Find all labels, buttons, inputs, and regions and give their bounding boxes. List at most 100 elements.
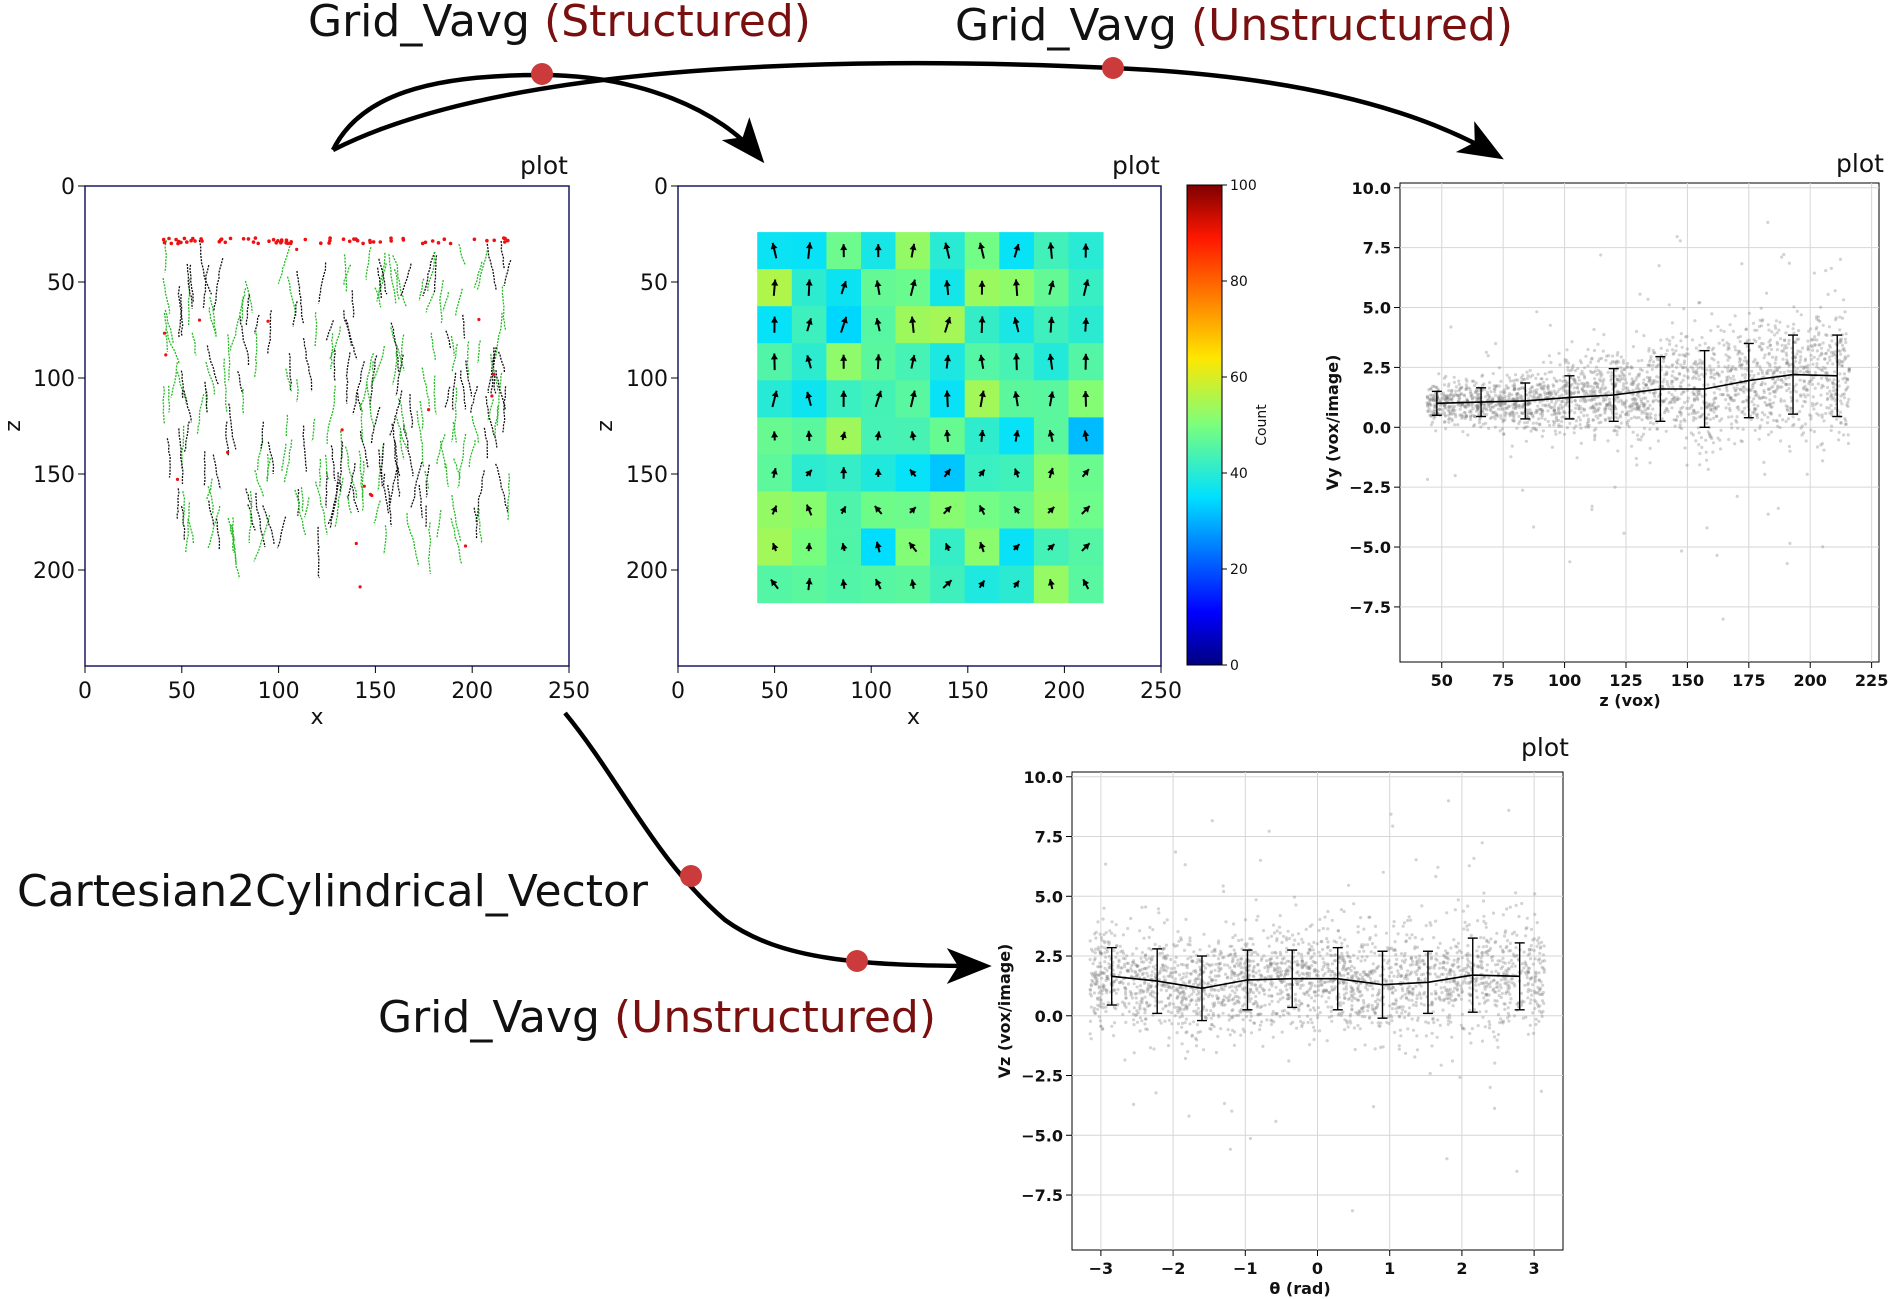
vz-scatter-point — [1222, 994, 1227, 999]
vy-scatter-point — [1847, 367, 1851, 371]
vz-scatter-point — [1530, 976, 1534, 980]
grid-ytick-label: 200 — [626, 559, 668, 584]
vy-scatter-point — [1528, 401, 1532, 405]
vy-scatter-point — [1464, 415, 1468, 419]
particle-track — [339, 441, 344, 492]
velocity-arrowhead — [1047, 242, 1055, 249]
vy-scatter-point — [1607, 390, 1611, 394]
vy-scatter-point — [1630, 397, 1634, 401]
vz-scatter-point — [1420, 904, 1424, 908]
vz-scatter-point — [1542, 968, 1546, 972]
vz-scatter-point — [1403, 1010, 1407, 1014]
vy-scatter-point — [1531, 426, 1535, 431]
track-start-point — [442, 237, 447, 241]
vz-scatter-point — [1213, 947, 1217, 951]
particle-track — [177, 286, 184, 337]
particle-track — [345, 352, 351, 404]
vy-scatter-point — [1429, 387, 1433, 391]
vz-scatter-point — [1145, 1027, 1149, 1032]
vz-scatter-point — [1123, 990, 1128, 994]
vy-scatter-point — [1830, 380, 1835, 384]
vy-scatter-point — [1651, 363, 1655, 367]
vy-scatter-point — [1516, 392, 1520, 396]
vy-scatter-point — [1815, 349, 1819, 353]
vy-scatter-point — [1526, 402, 1531, 406]
vz-scatter-point — [1185, 963, 1189, 967]
particle-track — [248, 491, 253, 544]
vz-scatter-point — [1388, 987, 1392, 991]
vz-scatter-point — [1145, 1000, 1149, 1005]
vy-scatter-point — [1621, 377, 1625, 381]
vz-scatter-point — [1388, 1004, 1392, 1008]
vz-scatter-point — [1184, 1003, 1188, 1007]
vz-scatter-point — [1258, 1012, 1262, 1016]
vz-scatter-point — [1094, 947, 1098, 951]
vz-scatter-point — [1097, 986, 1101, 990]
vy-scatter-point — [1823, 357, 1827, 361]
vy-scatter-point — [1816, 315, 1820, 319]
vy-scatter-point — [1787, 444, 1791, 449]
vy-scatter-point — [1486, 398, 1491, 402]
velocity-arrowhead — [771, 279, 779, 286]
vz-scatter-point — [1408, 984, 1412, 988]
vy-scatter-point — [1605, 403, 1609, 407]
vz-scatter-point — [1509, 997, 1513, 1001]
vy-scatter-point — [1775, 340, 1779, 344]
vy-scatter-point — [1753, 407, 1757, 411]
particle-track — [502, 386, 507, 433]
vy-scatter-point — [1457, 396, 1461, 400]
vy-scatter-point — [1603, 411, 1607, 415]
edge-node-unstructured-top[interactable] — [1102, 57, 1124, 79]
vy-scatter-point — [1799, 355, 1803, 359]
vy-scatter-point — [1678, 384, 1682, 388]
vy-scatter-point — [1732, 398, 1736, 402]
edge-node-unstructured-bottom[interactable] — [846, 950, 868, 972]
vy-scatter-point — [1782, 346, 1787, 350]
vy-scatter-point — [1571, 363, 1575, 367]
vz-scatter-point — [1519, 991, 1523, 995]
vy-scatter-point — [1789, 409, 1793, 414]
vy-scatter-point — [1514, 404, 1518, 409]
vy-scatter-point — [1697, 431, 1701, 435]
vy-scatter-point — [1786, 369, 1790, 373]
vy-scatter-point — [1674, 377, 1678, 382]
vy-scatter-point — [1453, 404, 1457, 408]
particle-track — [410, 462, 423, 509]
vy-scatter-point — [1510, 393, 1514, 397]
vz-scatter-point — [1386, 946, 1390, 950]
vz-scatter-point — [1498, 1021, 1502, 1025]
vy-scatter-point — [1558, 411, 1562, 415]
vz-scatter-point — [1540, 993, 1544, 997]
vy-scatter-point — [1787, 386, 1791, 391]
vz-scatter-point — [1228, 1147, 1232, 1151]
vy-scatter-point — [1597, 413, 1601, 418]
vy-scatter-point — [1727, 375, 1731, 379]
vz-scatter-point — [1153, 996, 1157, 1000]
vz-scatter-point — [1297, 980, 1301, 984]
vz-scatter-point — [1184, 1017, 1188, 1021]
vy-scatter-point — [1622, 382, 1626, 386]
vy-scatter-point — [1844, 388, 1848, 392]
vy-scatter-point — [1608, 403, 1612, 407]
vy-axes: 50 75 100 125 150 175 200 22510.07.55.02.50.0−2… — [1323, 179, 1888, 710]
vy-scatter-point — [1841, 392, 1845, 397]
vz-scatter-point — [1146, 982, 1151, 986]
vz-scatter-point — [1241, 1004, 1245, 1008]
edge-node-cylindrical[interactable] — [680, 865, 702, 887]
vy-scatter-point — [1437, 407, 1441, 411]
vz-scatter-point — [1424, 924, 1428, 928]
vz-scatter-point — [1208, 992, 1212, 997]
edge-node-structured[interactable] — [531, 63, 553, 85]
vy-scatter-point — [1576, 390, 1581, 394]
particle-track — [458, 243, 466, 266]
vz-scatter-point — [1221, 1011, 1225, 1015]
particle-track — [227, 517, 236, 541]
vz-scatter-point — [1248, 987, 1253, 991]
vz-scatter-point — [1525, 926, 1529, 930]
vy-scatter-point — [1753, 328, 1757, 332]
vz-scatter-point — [1496, 1013, 1501, 1017]
vz-scatter-point — [1304, 961, 1308, 965]
vy-scatter-point — [1824, 269, 1828, 273]
vz-scatter-point — [1243, 975, 1247, 979]
vz-scatter-point — [1261, 1044, 1265, 1048]
